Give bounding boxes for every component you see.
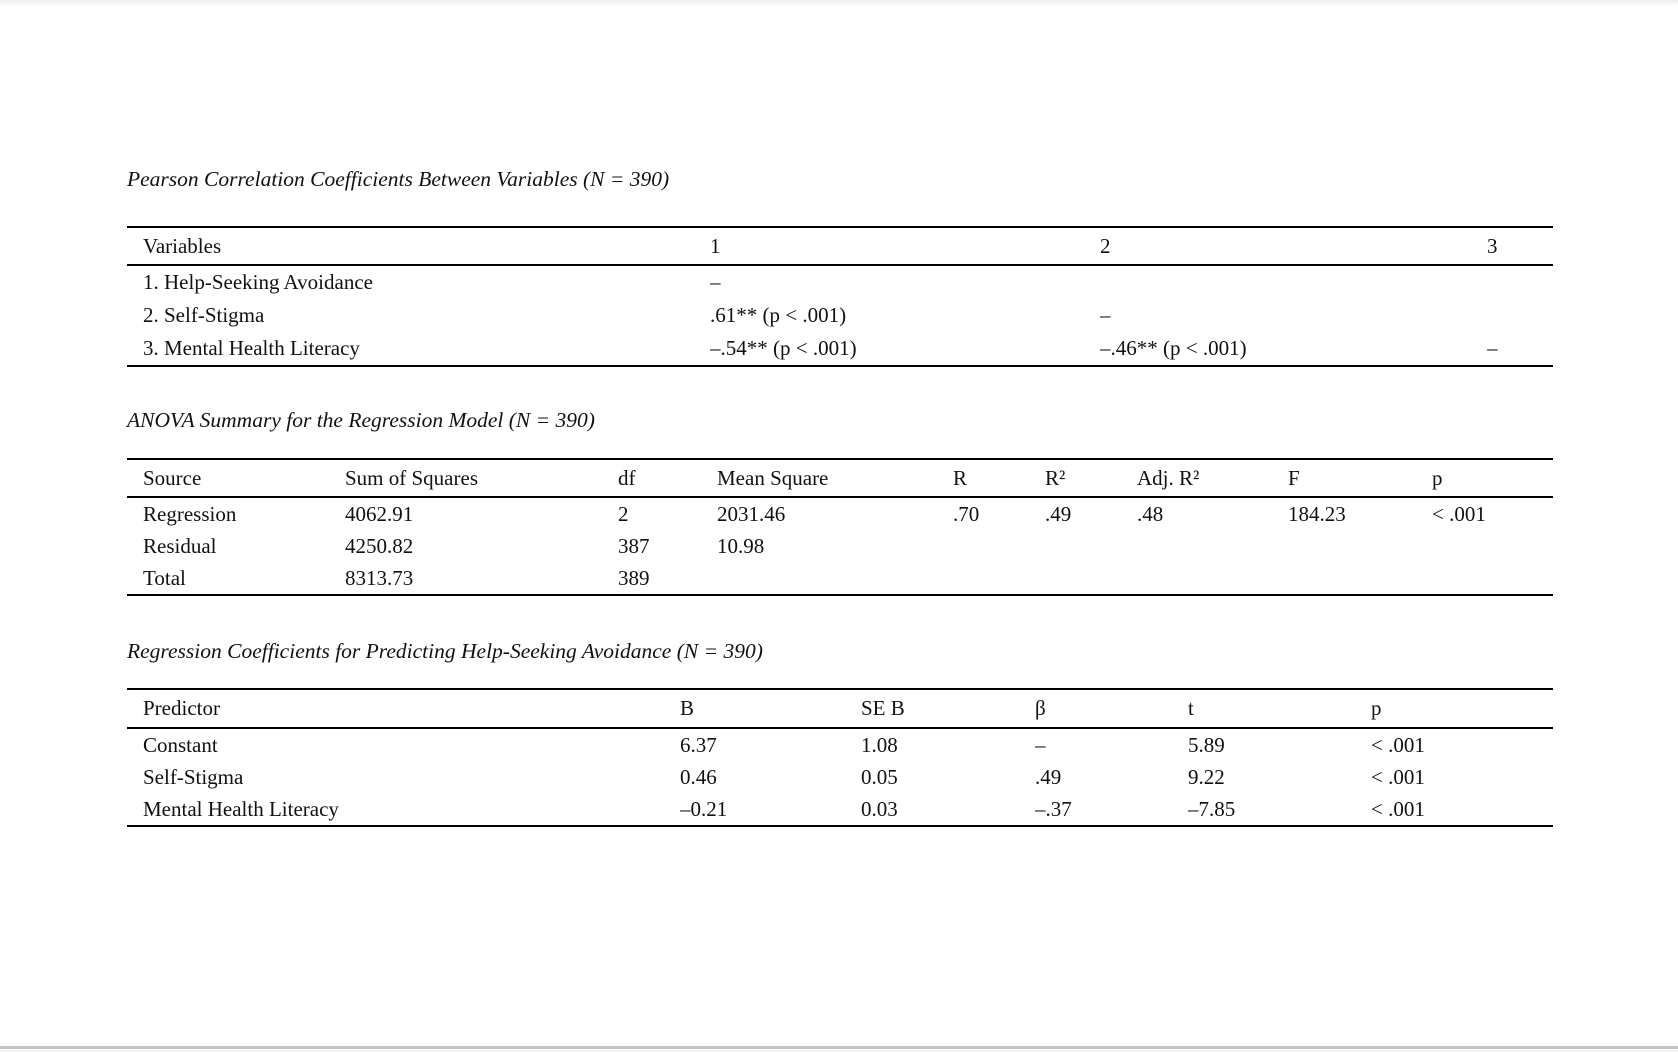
table-row: 1. Help-Seeking Avoidance – [127,265,1553,299]
table-cell: 9.22 [1188,765,1225,789]
table-row: Regression 4062.91 2 2031.46 .70 .49 .48 184.23… [127,497,1553,530]
table-header-row: Variables 1 2 3 [127,227,1553,266]
table-cell: < .001 [1371,733,1425,757]
table-cell [1288,530,1432,562]
table-cell [1137,530,1288,562]
page-bottom-edge [0,1046,1678,1049]
table-cell: – [710,270,721,294]
table-row: Self-Stigma 0.46 0.05 .49 9.22 < .001 [127,761,1553,793]
column-header: B [680,689,861,729]
table-cell: – [1100,303,1111,327]
table-cell [1432,530,1553,562]
column-header: Variables [127,227,710,266]
column-header: Sum of Squares [345,459,618,498]
table-cell: .61** (p < .001) [710,303,847,327]
table-cell: 3. Mental Health Literacy [143,336,360,360]
correlation-table-title: Pearson Correlation Coefficients Between… [127,167,670,191]
table-cell: –.46** (p < .001) [1100,336,1247,360]
anova-table-title: ANOVA Summary for the Regression Model (… [127,408,595,432]
table-row: 3. Mental Health Literacy –.54** (p < .00… [127,332,1553,366]
table-cell: 1. Help-Seeking Avoidance [143,270,373,294]
table-row: Residual 4250.82 387 10.98 [127,530,1553,562]
table-cell: –.54** (p < .001) [710,336,857,360]
table-row: Total 8313.73 389 [127,562,1553,595]
table-cell [1432,562,1553,595]
table-cell: 184.23 [1288,502,1346,526]
table-cell: .70 [953,502,980,526]
table-cell: Total [143,566,186,590]
table-cell: 10.98 [717,534,765,558]
table-cell: .49 [1045,502,1072,526]
column-header: 1 [710,227,1100,266]
table-cell: 0.03 [861,797,898,821]
table-cell: < .001 [1371,797,1425,821]
column-header: SE B [861,689,1035,729]
table-cell: .48 [1137,502,1164,526]
table-cell: 0.05 [861,765,898,789]
table-cell: Regression [143,502,237,526]
table-cell: –.37 [1035,797,1072,821]
table-cell [717,562,953,595]
table-cell: 4250.82 [345,534,414,558]
table-cell: < .001 [1432,502,1486,526]
table-cell: 4062.91 [345,502,414,526]
table-cell [1045,530,1137,562]
table-cell: – [1035,733,1046,757]
table-row: Constant 6.37 1.08 – 5.89 < .001 [127,728,1553,761]
table-cell [1288,562,1432,595]
table-cell: 6.37 [680,733,717,757]
table-cell: < .001 [1371,765,1425,789]
table-cell: Residual [143,534,217,558]
table-cell: –0.21 [680,797,728,821]
table-cell [1100,265,1487,299]
table-cell: 5.89 [1188,733,1225,757]
column-header: β [1035,689,1188,729]
table-cell: 2031.46 [717,502,786,526]
column-header: Predictor [127,689,680,729]
table-cell [1487,299,1553,332]
table-cell [953,562,1045,595]
table-cell: 389 [618,566,650,590]
column-header: t [1188,689,1371,729]
anova-table: Source Sum of Squares df Mean Square R R² Adj.… [127,458,1553,596]
table-cell: 0.46 [680,765,717,789]
table-cell: .49 [1035,765,1062,789]
table-cell: – [1487,336,1498,360]
column-header: 2 [1100,227,1487,266]
column-header: Mean Square [717,459,953,498]
table-cell [953,530,1045,562]
column-header: 3 [1487,227,1553,266]
column-header: p [1371,689,1553,729]
table-cell: 8313.73 [345,566,414,590]
table-row: 2. Self-Stigma .61** (p < .001) – [127,299,1553,332]
coefficients-table-title: Regression Coefficients for Predicting H… [127,639,763,663]
table-cell [1137,562,1288,595]
column-header: df [618,459,717,498]
table-cell: Self-Stigma [143,765,244,789]
table-cell [1045,562,1137,595]
column-header: Source [127,459,345,498]
table-cell: 2. Self-Stigma [143,303,265,327]
page-below-edge-area [0,1049,1678,1052]
table-row: Mental Health Literacy –0.21 0.03 –.37 –7.85… [127,793,1553,826]
correlation-table: Variables 1 2 3 1. Help-Seeking Avoidance –2.… [127,226,1553,367]
table-cell: 1.08 [861,733,898,757]
column-header: R [953,459,1045,498]
column-header: Adj. R² [1137,459,1288,498]
column-header: F [1288,459,1432,498]
table-cell [1487,265,1553,299]
table-cell: Mental Health Literacy [143,797,339,821]
table-cell: 387 [618,534,650,558]
table-cell: Constant [143,733,218,757]
page-top-edge [0,0,1678,6]
column-header: R² [1045,459,1137,498]
table-cell: 2 [618,502,629,526]
table-cell: –7.85 [1188,797,1236,821]
table-header-row: Source Sum of Squares df Mean Square R R² Adj.… [127,459,1553,498]
column-header: p [1432,459,1553,498]
